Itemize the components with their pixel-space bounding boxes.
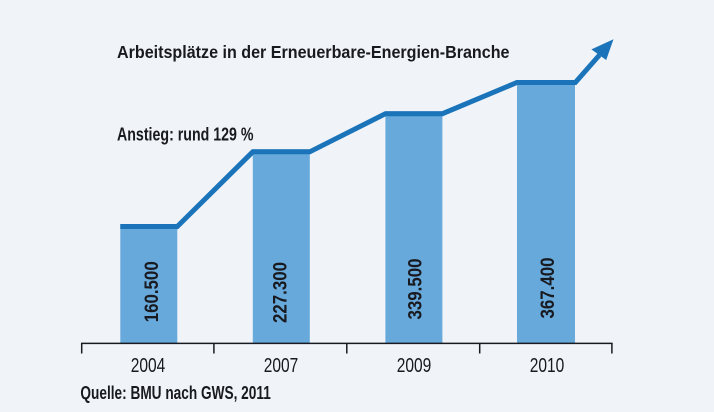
svg-text:2004: 2004 bbox=[131, 355, 166, 377]
svg-text:Quelle: BMU nach GWS, 2011: Quelle: BMU nach GWS, 2011 bbox=[80, 382, 270, 403]
svg-text:Anstieg: rund 129 %: Anstieg: rund 129 % bbox=[117, 123, 254, 144]
svg-text:339.500: 339.500 bbox=[405, 258, 427, 319]
svg-text:2007: 2007 bbox=[264, 355, 299, 377]
svg-text:2010: 2010 bbox=[530, 355, 565, 377]
svg-text:2009: 2009 bbox=[397, 355, 432, 377]
svg-text:367.400: 367.400 bbox=[537, 257, 559, 318]
svg-text:160.500: 160.500 bbox=[141, 261, 163, 322]
svg-text:Arbeitsplätze in der Erneuerba: Arbeitsplätze in der Erneuerbare-Energie… bbox=[117, 42, 510, 62]
svg-text:227.300: 227.300 bbox=[270, 262, 292, 323]
